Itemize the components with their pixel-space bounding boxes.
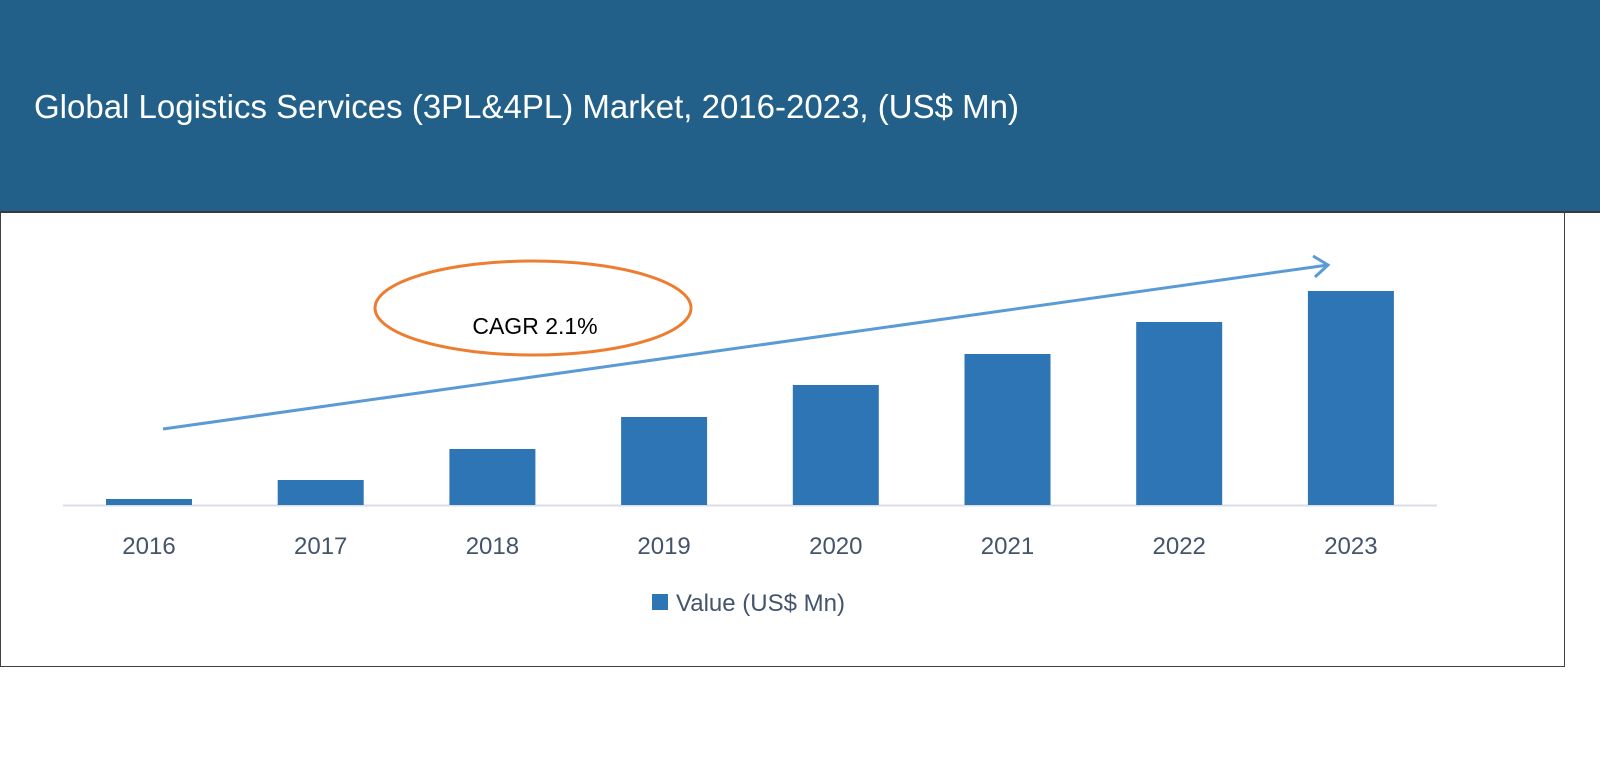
legend-label: Value (US$ Mn) (676, 590, 845, 617)
bar-2016 (106, 499, 192, 505)
x-tick-label: 2019 (637, 533, 690, 560)
bar-2019 (621, 417, 708, 505)
trend-arrow (162, 263, 1329, 431)
cagr-label: CAGR 2.1% (472, 313, 597, 339)
chart-header: Global Logistics Services (3PL&4PL) Mark… (0, 0, 1600, 213)
x-tick-label: 2020 (809, 533, 862, 560)
bar-2018 (449, 449, 536, 505)
bar-2022 (1136, 322, 1223, 505)
cagr-ellipse (373, 259, 693, 357)
bar-2021 (964, 354, 1051, 505)
legend-swatch (652, 594, 668, 610)
x-tick-label: 2017 (294, 533, 347, 560)
trend-arrow-head (1312, 254, 1331, 279)
x-tick-label: 2016 (122, 533, 175, 560)
x-tick-label: 2022 (1153, 533, 1206, 560)
bar-2020 (792, 385, 879, 505)
bar-2017 (277, 480, 364, 505)
bar-2023 (1307, 291, 1394, 505)
x-tick-label: 2018 (466, 533, 519, 560)
chart-title: Global Logistics Services (3PL&4PL) Mark… (34, 88, 1019, 125)
x-tick-label: 2023 (1324, 533, 1377, 560)
x-tick-label: 2021 (981, 533, 1034, 560)
